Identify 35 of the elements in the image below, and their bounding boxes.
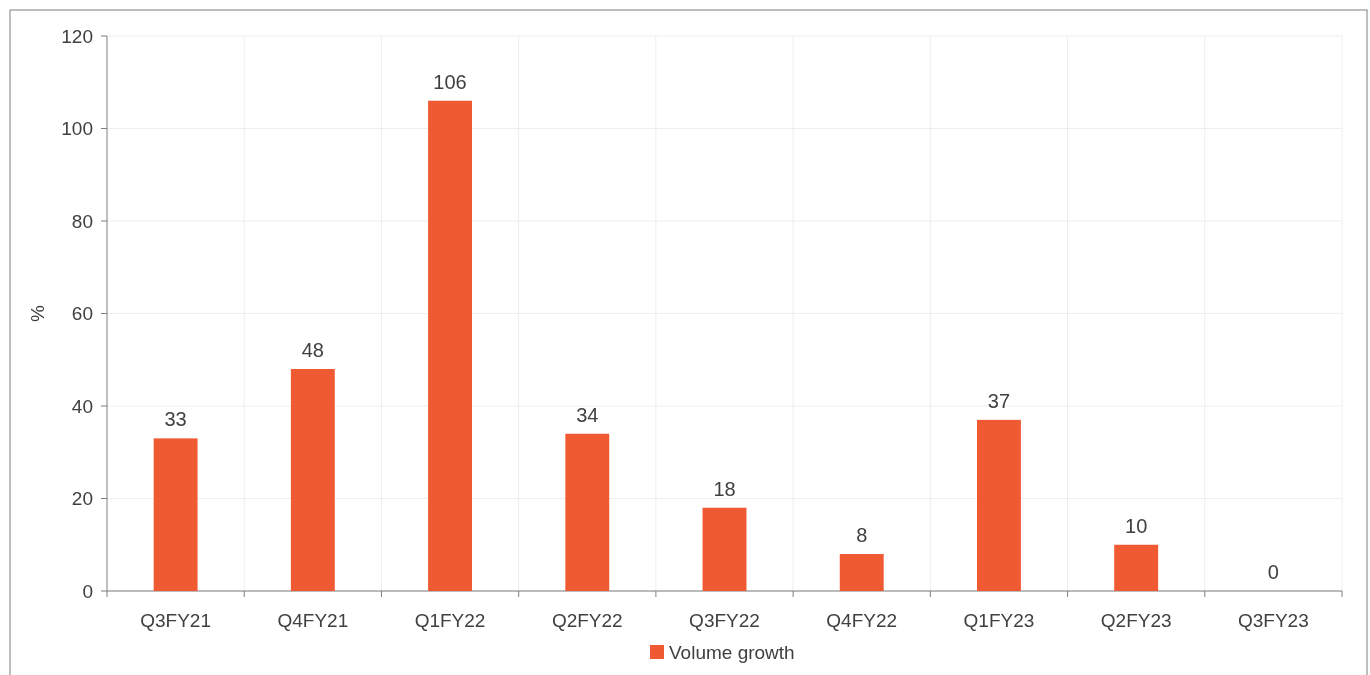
x-tick-label: Q2FY22 <box>551 610 623 631</box>
data-label: 18 <box>713 477 736 500</box>
x-tick-label: Q4FY21 <box>277 610 349 631</box>
y-axis-title: % <box>27 304 48 322</box>
x-tick-label: Q4FY22 <box>826 610 898 631</box>
x-tick-label: Q1FY22 <box>414 610 486 631</box>
data-label: 37 <box>987 389 1011 412</box>
data-label: 106 <box>433 70 467 93</box>
y-tick-label: 20 <box>71 488 93 510</box>
x-tick-label: Q2FY23 <box>1100 610 1172 631</box>
bar <box>702 507 747 591</box>
y-tick-label: 0 <box>82 580 93 602</box>
bar <box>565 433 610 591</box>
data-label: 10 <box>1125 514 1148 537</box>
data-label: 8 <box>856 524 868 546</box>
data-label: 34 <box>576 403 599 426</box>
bar <box>839 554 884 591</box>
bar <box>976 419 1021 591</box>
y-tick-label: 60 <box>71 303 93 325</box>
legend-label: Volume growth <box>669 641 795 663</box>
x-tick-label: Q1FY23 <box>963 610 1035 631</box>
bar <box>153 438 198 591</box>
bar <box>1114 544 1159 591</box>
y-tick-label: 100 <box>61 118 93 140</box>
y-tick-label: 80 <box>71 210 93 232</box>
y-tick-label: 120 <box>61 25 93 47</box>
x-tick-label: Q3FY23 <box>1238 610 1309 631</box>
x-tick-label: Q3FY22 <box>689 610 760 631</box>
data-label: 48 <box>301 339 324 361</box>
bar <box>428 100 473 591</box>
y-tick-label: 40 <box>71 395 93 417</box>
x-tick-label: Q3FY21 <box>140 610 211 631</box>
data-label: 0 <box>1267 561 1279 583</box>
data-label: 33 <box>164 408 187 431</box>
bar <box>290 369 335 591</box>
